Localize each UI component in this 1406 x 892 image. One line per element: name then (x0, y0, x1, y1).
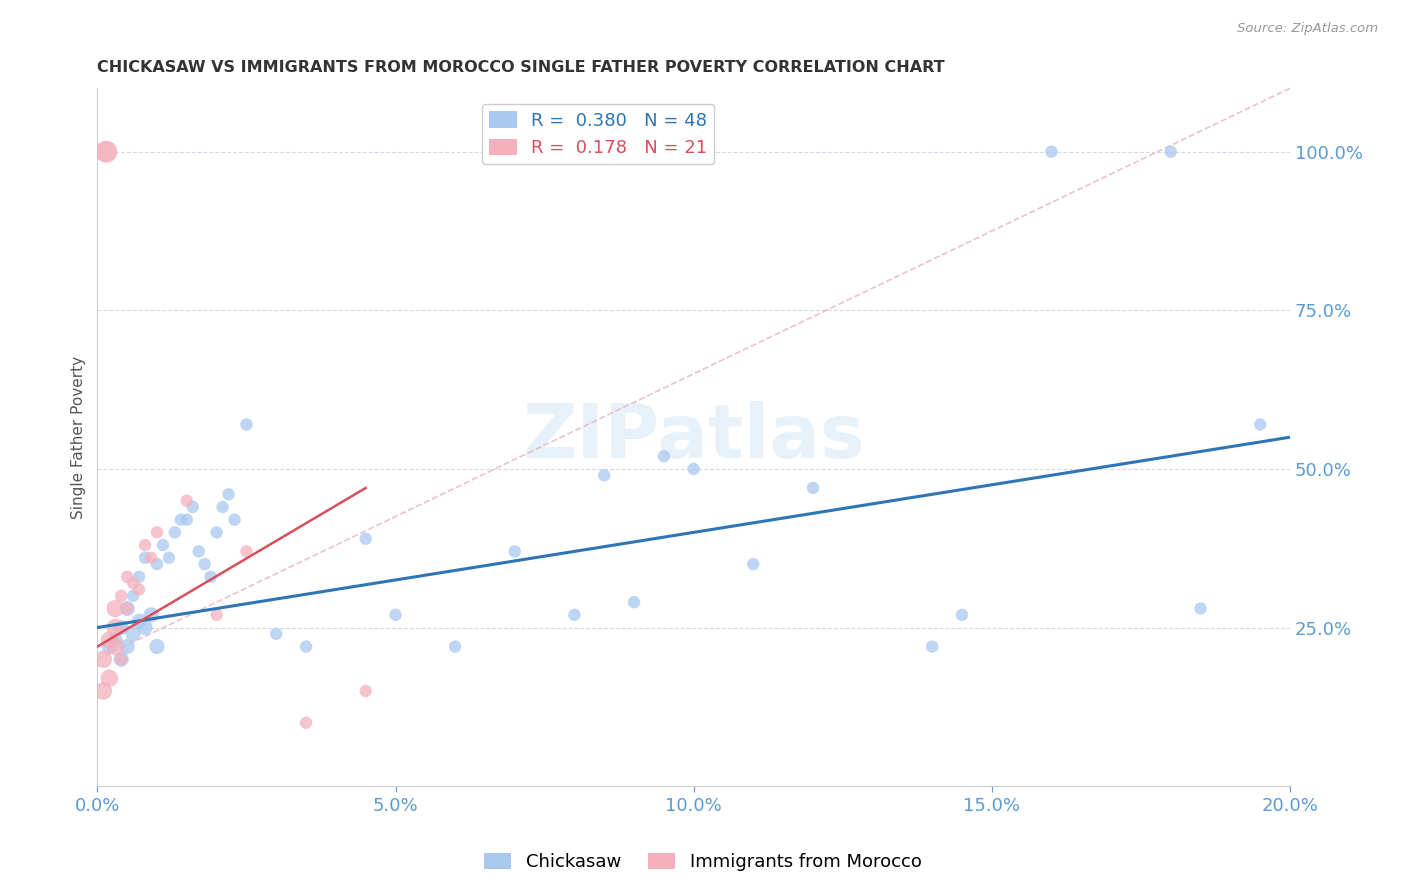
Point (354, 532, 377, 546)
Point (295, 640, 318, 654)
Point (110, 652, 132, 666)
Point (682, 462, 704, 476)
Point (1160, 145, 1182, 159)
Point (295, 715, 318, 730)
Point (264, 627, 287, 641)
Point (235, 417, 257, 432)
Text: CHICKASAW VS IMMIGRANTS FROM MOROCCO SINGLE FATHER POVERTY CORRELATION CHART: CHICKASAW VS IMMIGRANTS FROM MOROCCO SIN… (97, 60, 945, 75)
Point (623, 595, 645, 609)
Point (139, 607, 162, 622)
Point (354, 684, 377, 698)
Point (122, 589, 145, 603)
Point (152, 538, 174, 552)
Point (115, 640, 138, 654)
Point (170, 513, 193, 527)
Point (110, 621, 132, 635)
Point (96, 145, 118, 159)
Point (146, 640, 169, 654)
Text: Source: ZipAtlas.com: Source: ZipAtlas.com (1237, 22, 1378, 36)
Point (157, 550, 180, 565)
Point (115, 601, 138, 615)
Point (384, 607, 406, 622)
Legend: Chickasaw, Immigrants from Morocco: Chickasaw, Immigrants from Morocco (477, 846, 929, 879)
Point (98, 671, 121, 685)
Point (104, 621, 127, 635)
Point (921, 640, 943, 654)
Point (652, 449, 675, 463)
Point (163, 525, 186, 540)
Point (134, 550, 156, 565)
Point (205, 607, 228, 622)
Point (134, 538, 156, 552)
Point (564, 607, 586, 622)
Point (91, 684, 114, 698)
Point (742, 557, 765, 571)
Point (1249, 417, 1271, 432)
Point (224, 513, 246, 527)
Point (104, 633, 127, 648)
Point (122, 627, 145, 641)
Point (1040, 145, 1063, 159)
Point (194, 557, 217, 571)
Point (235, 544, 257, 558)
Point (122, 576, 145, 591)
Point (801, 481, 824, 495)
Point (128, 614, 150, 628)
Point (187, 544, 209, 558)
Point (146, 557, 169, 571)
Point (98, 633, 121, 648)
Point (115, 570, 138, 584)
Point (1189, 601, 1212, 615)
Point (128, 570, 150, 584)
Text: ZIPatlas: ZIPatlas (523, 401, 865, 474)
Point (134, 621, 156, 635)
Point (91, 652, 114, 666)
Point (211, 500, 233, 514)
Point (503, 544, 526, 558)
Point (104, 601, 127, 615)
Point (218, 487, 240, 501)
Point (139, 550, 162, 565)
Point (98, 640, 121, 654)
Point (444, 640, 467, 654)
Point (115, 601, 138, 615)
Point (110, 652, 132, 666)
Point (104, 640, 127, 654)
Point (205, 525, 228, 540)
Point (146, 525, 169, 540)
Legend: R =  0.380   N = 48, R =  0.178   N = 21: R = 0.380 N = 48, R = 0.178 N = 21 (482, 104, 714, 164)
Point (181, 500, 204, 514)
Point (593, 468, 616, 483)
Point (176, 513, 198, 527)
Point (200, 570, 222, 584)
Y-axis label: Single Father Poverty: Single Father Poverty (72, 356, 86, 519)
Point (128, 582, 150, 597)
Point (950, 607, 973, 622)
Point (176, 493, 198, 508)
Point (110, 589, 132, 603)
